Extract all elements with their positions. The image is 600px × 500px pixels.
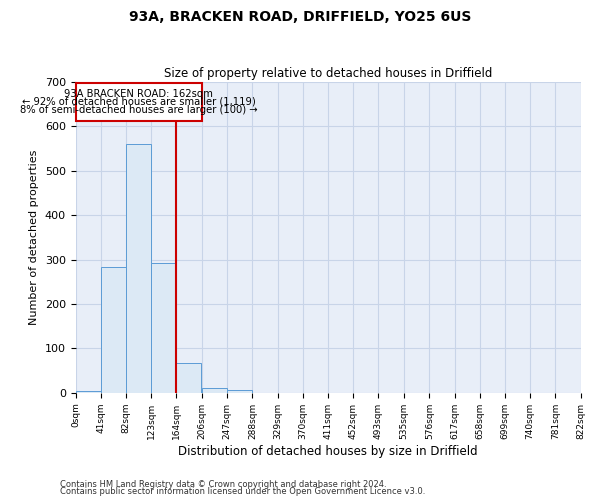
- Bar: [227, 390, 253, 393]
- Text: Contains public sector information licensed under the Open Government Licence v3: Contains public sector information licen…: [60, 487, 425, 496]
- FancyBboxPatch shape: [76, 84, 202, 121]
- Text: Contains HM Land Registry data © Crown copyright and database right 2024.: Contains HM Land Registry data © Crown c…: [60, 480, 386, 489]
- Title: Size of property relative to detached houses in Driffield: Size of property relative to detached ho…: [164, 66, 492, 80]
- Text: 93A, BRACKEN ROAD, DRIFFIELD, YO25 6US: 93A, BRACKEN ROAD, DRIFFIELD, YO25 6US: [129, 10, 471, 24]
- Bar: [126, 144, 151, 393]
- Bar: [101, 267, 126, 393]
- Bar: [176, 362, 202, 393]
- Text: 93A BRACKEN ROAD: 162sqm: 93A BRACKEN ROAD: 162sqm: [64, 88, 213, 99]
- Bar: [76, 390, 101, 393]
- Bar: [202, 388, 227, 393]
- Bar: [151, 263, 176, 393]
- X-axis label: Distribution of detached houses by size in Driffield: Distribution of detached houses by size …: [178, 444, 478, 458]
- Text: 8% of semi-detached houses are larger (100) →: 8% of semi-detached houses are larger (1…: [20, 104, 257, 115]
- Y-axis label: Number of detached properties: Number of detached properties: [29, 150, 39, 325]
- Text: ← 92% of detached houses are smaller (1,119): ← 92% of detached houses are smaller (1,…: [22, 96, 256, 106]
